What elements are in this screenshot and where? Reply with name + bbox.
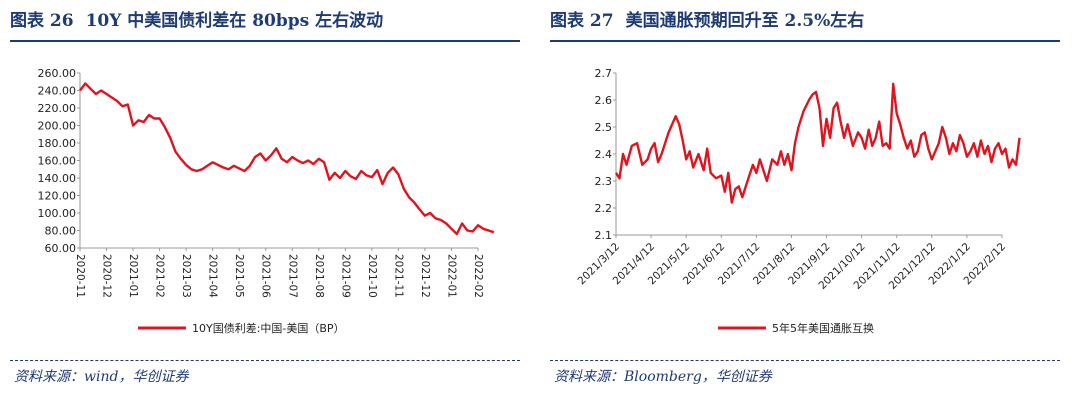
figure-label: 图表 26 (10, 11, 74, 31)
y-tick-label: 120.00 (38, 190, 77, 203)
figure-title: 图表 27 美国通胀预期回升至 2.5%左右 (550, 6, 876, 36)
title-rule (550, 40, 1060, 42)
y-tick-labels: 2.1 2.2 2.3 2.4 2.5 2.6 2.7 (595, 67, 616, 242)
figure-27: 图表 27 美国通胀预期回升至 2.5%左右 2.1 2.2 2.3 2.4 2.5 2.6… (550, 0, 1066, 402)
x-tick-label: 2021-03 (180, 254, 192, 298)
y-tick-label: 2.2 (595, 202, 613, 215)
source-note: 资料来源：Bloomberg，华创证券 (554, 369, 772, 385)
figure-title-text: 10Y 中美国债利差在 80bps 左右波动 (85, 11, 384, 31)
x-tick-label: 2021-10 (366, 254, 378, 298)
y-tick-label: 160.00 (38, 155, 77, 168)
x-tick-label: 2021-02 (154, 254, 166, 298)
y-tick-label: 2.3 (595, 175, 613, 188)
x-tick-labels: 2020-11 2020-12 2021-01 2021-02 2021-03 2021-… (74, 248, 484, 298)
y-tick-labels: 60.00 80.00 100.00 120.00 140.00 160.00 180.00… (38, 67, 80, 255)
y-tick-label: 2.7 (595, 67, 613, 80)
y-tick-label: 80.00 (45, 225, 77, 238)
x-tick-label: 2021-05 (233, 254, 245, 298)
y-tick-label: 140.00 (38, 172, 77, 185)
y-tick-label: 100.00 (38, 207, 77, 220)
source-rule (10, 360, 520, 361)
y-tick-label: 240.00 (38, 85, 77, 98)
x-tick-label: 2021-04 (207, 254, 219, 298)
y-tick-label: 220.00 (38, 102, 77, 115)
x-tick-label: 2021-08 (313, 254, 325, 298)
figure-label: 图表 27 (550, 11, 614, 31)
x-tick-label: 2022-02 (472, 254, 484, 298)
x-tick-label: 2021-07 (286, 254, 298, 298)
x-tick-label: 2020-11 (74, 254, 86, 298)
x-tick-label: 2021-06 (260, 254, 272, 298)
x-tick-label: 2021-12 (419, 254, 431, 298)
figure-title: 图表 26 10Y 中美国债利差在 80bps 左右波动 (10, 6, 395, 36)
spread-line-chart: 60.00 80.00 100.00 120.00 140.00 160.00 180.00… (38, 67, 495, 335)
x-tick-label: 2021-09 (339, 254, 351, 298)
x-tick-label: 2022-01 (445, 254, 457, 298)
source-note: 资料来源：wind，华创证券 (14, 369, 189, 385)
x-tick-label: 2021-11 (392, 254, 404, 298)
figure-title-text: 美国通胀预期回升至 2.5%左右 (625, 11, 865, 31)
legend-label: 10Y国债利差:中国-美国（BP） (192, 321, 345, 335)
y-tick-label: 260.00 (38, 67, 77, 80)
x-tick-label: 2020-12 (101, 254, 113, 298)
legend: 5年5年美国通胀互换 (718, 321, 874, 335)
x-tick-label: 2021-01 (127, 254, 139, 298)
x-tick-labels: 2021/3/122021/4/122021/5/122021/6/122021… (576, 235, 1008, 292)
y-tick-label: 200.00 (38, 120, 77, 133)
y-tick-label: 2.5 (595, 121, 613, 134)
legend-label: 5年5年美国通胀互换 (772, 321, 874, 335)
y-tick-label: 180.00 (38, 137, 77, 150)
y-tick-label: 2.1 (595, 229, 613, 242)
series-line-5y5y-swap (614, 82, 1021, 204)
figure-26: 图表 26 10Y 中美国债利差在 80bps 左右波动 60.00 80.00 10… (10, 0, 526, 402)
source-rule (550, 360, 1060, 361)
series-line-spread (79, 82, 495, 236)
y-tick-label: 60.00 (45, 242, 77, 255)
y-tick-label: 2.4 (595, 148, 613, 161)
y-tick-label: 2.6 (595, 94, 613, 107)
inflation-swap-line-chart: 2.1 2.2 2.3 2.4 2.5 2.6 2.7 2021/3/122021/4/12… (576, 67, 1021, 335)
title-rule (10, 40, 520, 42)
legend: 10Y国债利差:中国-美国（BP） (138, 321, 345, 335)
